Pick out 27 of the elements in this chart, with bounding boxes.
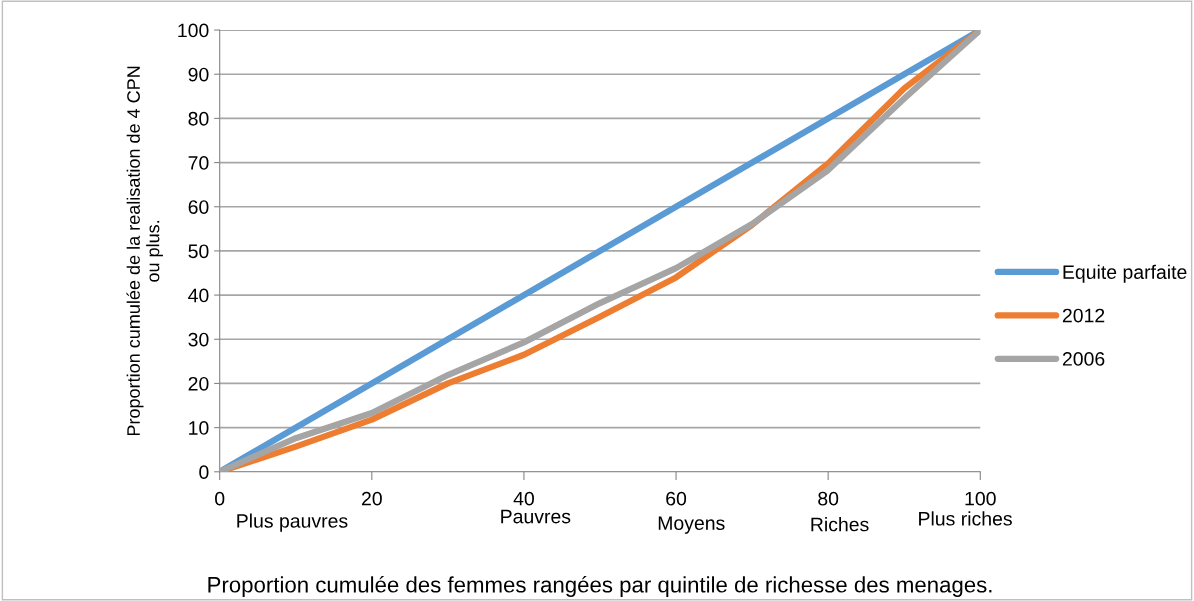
y-tick-label: 80 xyxy=(188,111,209,126)
x-tick-label: 60 xyxy=(666,491,687,506)
legend-label: 2006 xyxy=(1062,352,1105,366)
x-tick-label: 80 xyxy=(818,491,839,506)
legend-label: 2012 xyxy=(1062,308,1105,323)
y-tick-label: 10 xyxy=(189,421,209,435)
y-tick-label: 30 xyxy=(188,332,209,347)
y-tick-label: 50 xyxy=(188,244,209,259)
x-tick-label: 20 xyxy=(361,491,382,506)
text: Riches xyxy=(811,517,869,532)
text: Moyens xyxy=(658,516,725,534)
y-tick-label: 70 xyxy=(188,156,209,170)
y-tick-label: 60 xyxy=(188,200,209,214)
text: Plus pauvres xyxy=(237,513,348,532)
y-tick-label: 100 xyxy=(178,23,209,38)
y-tick-label: 90 xyxy=(188,67,209,82)
x-tick-label: 100 xyxy=(965,491,996,506)
y-tick-label: 40 xyxy=(188,288,209,303)
x-axis-title: Proportion cumulée des femmes rangées par quintile de richesse des menages. xyxy=(208,576,992,597)
legend-label: Equite parfaite xyxy=(1063,264,1187,283)
y-tick-label: 0 xyxy=(199,465,209,480)
text: Plus riches xyxy=(919,511,1012,526)
y-axis-title: Proportion cumulée de la realisation de 4 CPN ou plus. xyxy=(126,66,163,436)
y-tick-label: 20 xyxy=(188,376,209,391)
x-tick-label: 0 xyxy=(215,491,225,506)
text: Pauvres xyxy=(501,509,571,524)
x-tick-label: 40 xyxy=(513,491,534,506)
